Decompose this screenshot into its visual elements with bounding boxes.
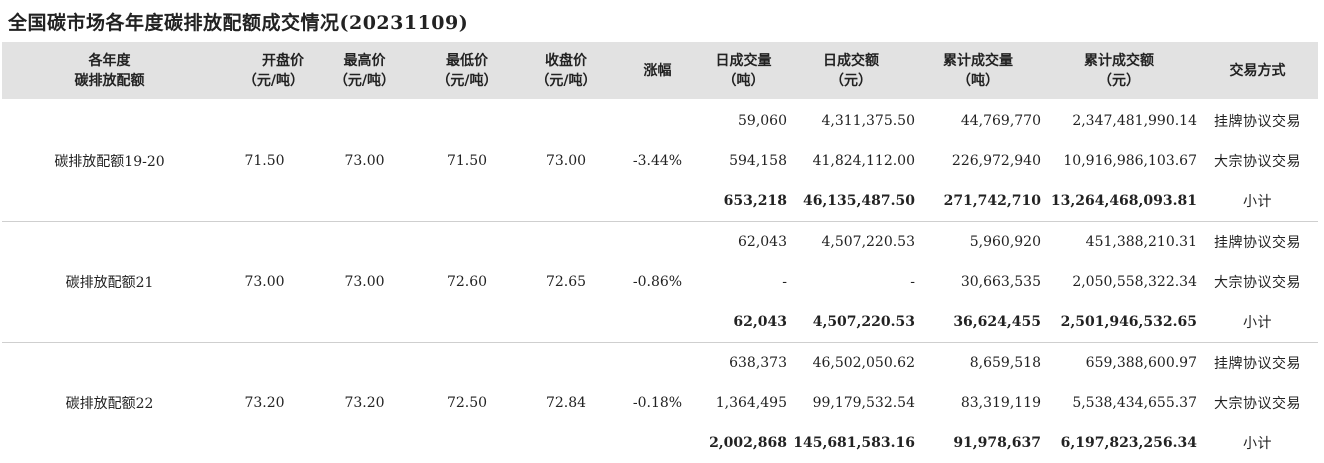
day-volume: 594,158 <box>700 141 787 181</box>
trade-method: 大宗协议交易 <box>1197 141 1318 181</box>
cum-amount: 2,501,946,532.65 <box>1041 302 1197 343</box>
trade-method: 小计 <box>1197 302 1318 343</box>
header-year: 各年度碳排放配额 <box>2 42 217 99</box>
header-day-volume: 日成交量（吨） <box>700 42 787 99</box>
day-amount: 41,824,112.00 <box>787 141 915 181</box>
cum-amount: 10,916,986,103.67 <box>1041 141 1197 181</box>
cum-amount: 659,388,600.97 <box>1041 343 1197 384</box>
cum-volume: 5,960,920 <box>915 222 1041 263</box>
cum-amount: 5,538,434,655.37 <box>1041 383 1197 423</box>
table-row: 碳排放配额19-20 71.50 73.00 71.50 73.00 -3.44… <box>2 99 1318 141</box>
cum-volume: 30,663,535 <box>915 262 1041 302</box>
year-name: 碳排放配额19-20 <box>2 99 217 222</box>
table-row: 碳排放配额22 73.20 73.20 72.50 72.84 -0.18% 6… <box>2 343 1318 384</box>
cum-amount: 6,197,823,256.34 <box>1041 423 1197 463</box>
day-volume: 62,043 <box>700 222 787 263</box>
table-header-row: 各年度碳排放配额 开盘价（元/吨） 最高价（元/吨） 最低价（元/吨） 收盘价（… <box>2 42 1318 99</box>
page-title: 全国碳市场各年度碳排放配额成交情况(20231109) <box>8 8 468 35</box>
day-amount: 4,311,375.50 <box>787 99 915 141</box>
open-price: 73.00 <box>217 222 312 343</box>
day-volume: 62,043 <box>700 302 787 343</box>
day-volume: - <box>700 262 787 302</box>
day-amount: 4,507,220.53 <box>787 302 915 343</box>
low-price: 72.60 <box>417 222 517 343</box>
day-amount: - <box>787 262 915 302</box>
trade-method: 挂牌协议交易 <box>1197 222 1318 263</box>
cum-amount: 13,264,468,093.81 <box>1041 181 1197 222</box>
trade-method: 大宗协议交易 <box>1197 262 1318 302</box>
cum-amount: 2,347,481,990.14 <box>1041 99 1197 141</box>
header-day-amount: 日成交额（元） <box>787 42 915 99</box>
change-percent: -0.86% <box>615 222 700 343</box>
close-price: 72.84 <box>517 343 615 463</box>
day-volume: 638,373 <box>700 343 787 384</box>
high-price: 73.00 <box>312 222 417 343</box>
header-cum-amount: 累计成交额（元） <box>1041 42 1197 99</box>
open-price: 71.50 <box>217 99 312 222</box>
carbon-trading-table: 各年度碳排放配额 开盘价（元/吨） 最高价（元/吨） 最低价（元/吨） 收盘价（… <box>2 42 1318 463</box>
day-volume: 59,060 <box>700 99 787 141</box>
trade-method: 小计 <box>1197 181 1318 222</box>
day-volume: 1,364,495 <box>700 383 787 423</box>
cum-amount: 2,050,558,322.34 <box>1041 262 1197 302</box>
high-price: 73.20 <box>312 343 417 463</box>
cum-volume: 271,742,710 <box>915 181 1041 222</box>
trade-method: 挂牌协议交易 <box>1197 343 1318 384</box>
day-amount: 46,135,487.50 <box>787 181 915 222</box>
close-price: 72.65 <box>517 222 615 343</box>
trade-method: 挂牌协议交易 <box>1197 99 1318 141</box>
header-method: 交易方式 <box>1197 42 1318 99</box>
year-name: 碳排放配额21 <box>2 222 217 343</box>
header-open: 开盘价（元/吨） <box>217 42 312 99</box>
day-volume: 2,002,868 <box>700 423 787 463</box>
low-price: 72.50 <box>417 343 517 463</box>
table-row: 碳排放配额21 73.00 73.00 72.60 72.65 -0.86% 6… <box>2 222 1318 263</box>
cum-volume: 36,624,455 <box>915 302 1041 343</box>
close-price: 73.00 <box>517 99 615 222</box>
cum-volume: 226,972,940 <box>915 141 1041 181</box>
change-percent: -0.18% <box>615 343 700 463</box>
day-amount: 46,502,050.62 <box>787 343 915 384</box>
header-change: 涨幅 <box>615 42 700 99</box>
high-price: 73.00 <box>312 99 417 222</box>
day-amount: 4,507,220.53 <box>787 222 915 263</box>
cum-volume: 91,978,637 <box>915 423 1041 463</box>
header-low: 最低价（元/吨） <box>417 42 517 99</box>
cum-volume: 8,659,518 <box>915 343 1041 384</box>
year-name: 碳排放配额22 <box>2 343 217 463</box>
cum-amount: 451,388,210.31 <box>1041 222 1197 263</box>
header-high: 最高价（元/吨） <box>312 42 417 99</box>
open-price: 73.20 <box>217 343 312 463</box>
day-amount: 145,681,583.16 <box>787 423 915 463</box>
day-volume: 653,218 <box>700 181 787 222</box>
cum-volume: 83,319,119 <box>915 383 1041 423</box>
change-percent: -3.44% <box>615 99 700 222</box>
day-amount: 99,179,532.54 <box>787 383 915 423</box>
header-close: 收盘价（元/吨） <box>517 42 615 99</box>
low-price: 71.50 <box>417 99 517 222</box>
cum-volume: 44,769,770 <box>915 99 1041 141</box>
trade-method: 大宗协议交易 <box>1197 383 1318 423</box>
header-cum-volume: 累计成交量（吨） <box>915 42 1041 99</box>
trade-method: 小计 <box>1197 423 1318 463</box>
